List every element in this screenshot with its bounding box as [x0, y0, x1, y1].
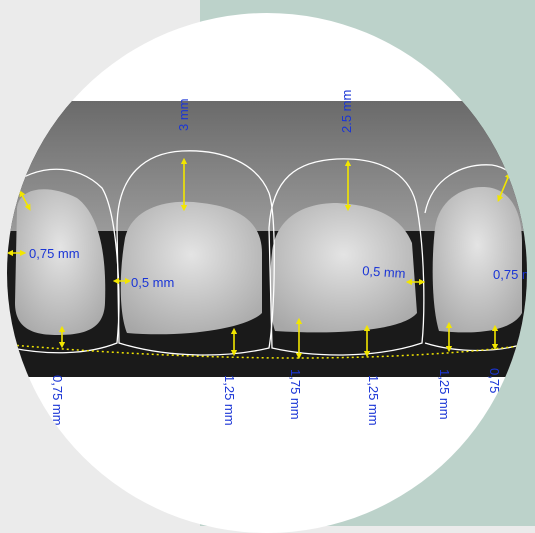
dental-photo: 3 mm 2.5 mm 0,75 mm 0,5 mm 0,5 mm 0,75 m…: [7, 90, 527, 426]
right-central-tooth: [270, 203, 417, 333]
measurement-arrows: [7, 157, 511, 360]
label-bottom-4: 1,25 mm: [366, 375, 381, 426]
label-bottom-2: 1,25 mm: [222, 375, 237, 426]
label-bottom-5: 1,25 mm: [437, 369, 452, 420]
label-bottom-1: 0,75 mm: [50, 375, 65, 426]
label-top-right-height: 2.5 mm: [339, 90, 354, 133]
label-left-incisor-side: 0,75 mm: [29, 246, 80, 261]
label-central-left-side: 0,5 mm: [131, 275, 174, 290]
label-right-incisor-side: 0,75 m: [493, 267, 527, 282]
left-central-tooth: [120, 201, 263, 335]
right-lateral-tooth: [432, 187, 522, 333]
photo-circle: 3 mm 2.5 mm 0,75 mm 0,5 mm 0,5 mm 0,75 m…: [7, 13, 527, 533]
left-lateral-tooth: [15, 189, 106, 335]
label-bottom-3: 1,75 mm: [288, 369, 303, 420]
label-top-left-height: 3 mm: [176, 99, 191, 132]
gum-area: [7, 101, 527, 231]
label-central-right-side: 0,5 mm: [362, 263, 406, 281]
label-bottom-6: 0,75: [487, 368, 502, 393]
